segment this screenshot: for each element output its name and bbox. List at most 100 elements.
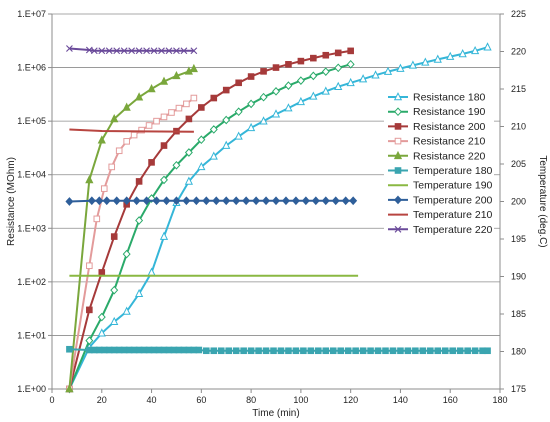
data-point-stroke	[128, 47, 136, 55]
data-point	[247, 73, 255, 80]
legend-label: Temperature 210	[413, 209, 493, 221]
legend-entry-temperature-200: Temperature 200	[388, 194, 493, 206]
data-point	[371, 70, 380, 79]
data-point	[300, 347, 307, 355]
data-point	[483, 42, 492, 51]
data-point	[112, 196, 121, 206]
series-line-resistance-210	[68, 97, 195, 390]
data-point	[301, 196, 310, 206]
series-resistance-180	[65, 42, 492, 393]
data-point	[168, 109, 175, 116]
data-point	[285, 61, 292, 68]
data-point	[291, 196, 300, 206]
data-point	[66, 345, 73, 353]
series-resistance-220	[65, 63, 198, 393]
data-point	[329, 347, 337, 355]
data-point-stroke	[150, 47, 158, 55]
data-point	[222, 140, 231, 149]
data-point	[90, 47, 98, 55]
data-point	[446, 51, 455, 60]
series-line-resistance-200	[68, 49, 351, 390]
y-right-tick-label: 210	[511, 122, 526, 132]
data-point	[315, 347, 322, 355]
data-point	[65, 197, 74, 206]
legend-label: Resistance 220	[413, 150, 486, 162]
data-point	[97, 135, 106, 144]
data-point	[341, 196, 350, 206]
data-point	[153, 117, 160, 125]
data-point	[108, 163, 116, 171]
data-point	[296, 96, 305, 106]
x-tick-label: 180	[492, 395, 507, 405]
data-point	[310, 54, 317, 62]
data-point	[165, 47, 173, 55]
data-point-stroke	[66, 45, 73, 52]
legend-entry-resistance-200: Resistance 200	[388, 121, 486, 133]
data-point	[175, 104, 183, 112]
data-point	[98, 269, 106, 276]
data-point	[87, 196, 96, 206]
data-point	[190, 47, 198, 55]
data-point	[145, 122, 153, 129]
data-point	[284, 81, 293, 90]
data-point	[65, 384, 74, 393]
data-point	[172, 196, 181, 206]
data-point	[102, 196, 111, 206]
x-tick-label: 100	[293, 395, 308, 405]
y-left-tick-label: 1.E+05	[17, 116, 46, 126]
series-temperature-210	[69, 128, 194, 133]
data-point	[222, 86, 230, 94]
legend-label: Temperature 180	[413, 165, 493, 177]
legend-entry-resistance-180: Resistance 180	[388, 92, 486, 104]
series-temperature-180	[66, 345, 491, 355]
data-point	[297, 57, 305, 65]
data-point	[449, 347, 457, 355]
data-point	[66, 45, 73, 52]
data-point	[309, 91, 318, 100]
y-left-tick-label: 1.E+01	[17, 330, 46, 340]
data-point	[458, 48, 467, 58]
legend-label: Temperature 200	[413, 194, 493, 206]
y-axis-left-title: Resistance (MOhm)	[6, 157, 17, 246]
data-point	[262, 347, 270, 355]
data-point	[346, 77, 355, 87]
data-point-stroke	[113, 47, 121, 55]
data-point	[408, 60, 417, 69]
series-layer	[65, 42, 492, 394]
data-point	[311, 196, 320, 206]
x-axis-title: Time (min)	[252, 408, 299, 419]
series-resistance-190	[65, 59, 355, 394]
y-right-tick-label: 220	[511, 47, 526, 57]
data-point	[122, 102, 131, 111]
data-point	[296, 76, 305, 85]
y-right-tick-label: 195	[511, 234, 526, 244]
data-point	[222, 115, 231, 125]
data-point	[433, 54, 442, 63]
data-point	[259, 116, 268, 125]
data-point	[105, 47, 113, 55]
data-point	[321, 196, 330, 206]
data-point	[143, 47, 150, 55]
data-point	[210, 94, 218, 102]
axes: 1.E+00 1.E+01 1.E+02 1.E+03 1.E+04 1.E+05 1.E+…	[17, 9, 526, 405]
data-point	[197, 161, 206, 171]
data-point-stroke	[180, 47, 188, 55]
data-point	[97, 312, 106, 322]
data-point	[464, 347, 471, 355]
data-point	[235, 79, 242, 87]
data-point	[85, 336, 94, 345]
data-point	[110, 233, 118, 240]
data-point	[173, 47, 180, 55]
data-point	[162, 196, 171, 206]
data-point-stroke	[98, 47, 106, 55]
data-point	[484, 347, 491, 355]
data-point	[234, 107, 243, 117]
data-point	[147, 194, 156, 203]
data-point	[195, 346, 203, 354]
data-point	[209, 125, 218, 134]
data-point	[394, 137, 402, 145]
data-point	[182, 196, 191, 206]
data-point	[212, 196, 221, 206]
data-point	[247, 99, 256, 109]
